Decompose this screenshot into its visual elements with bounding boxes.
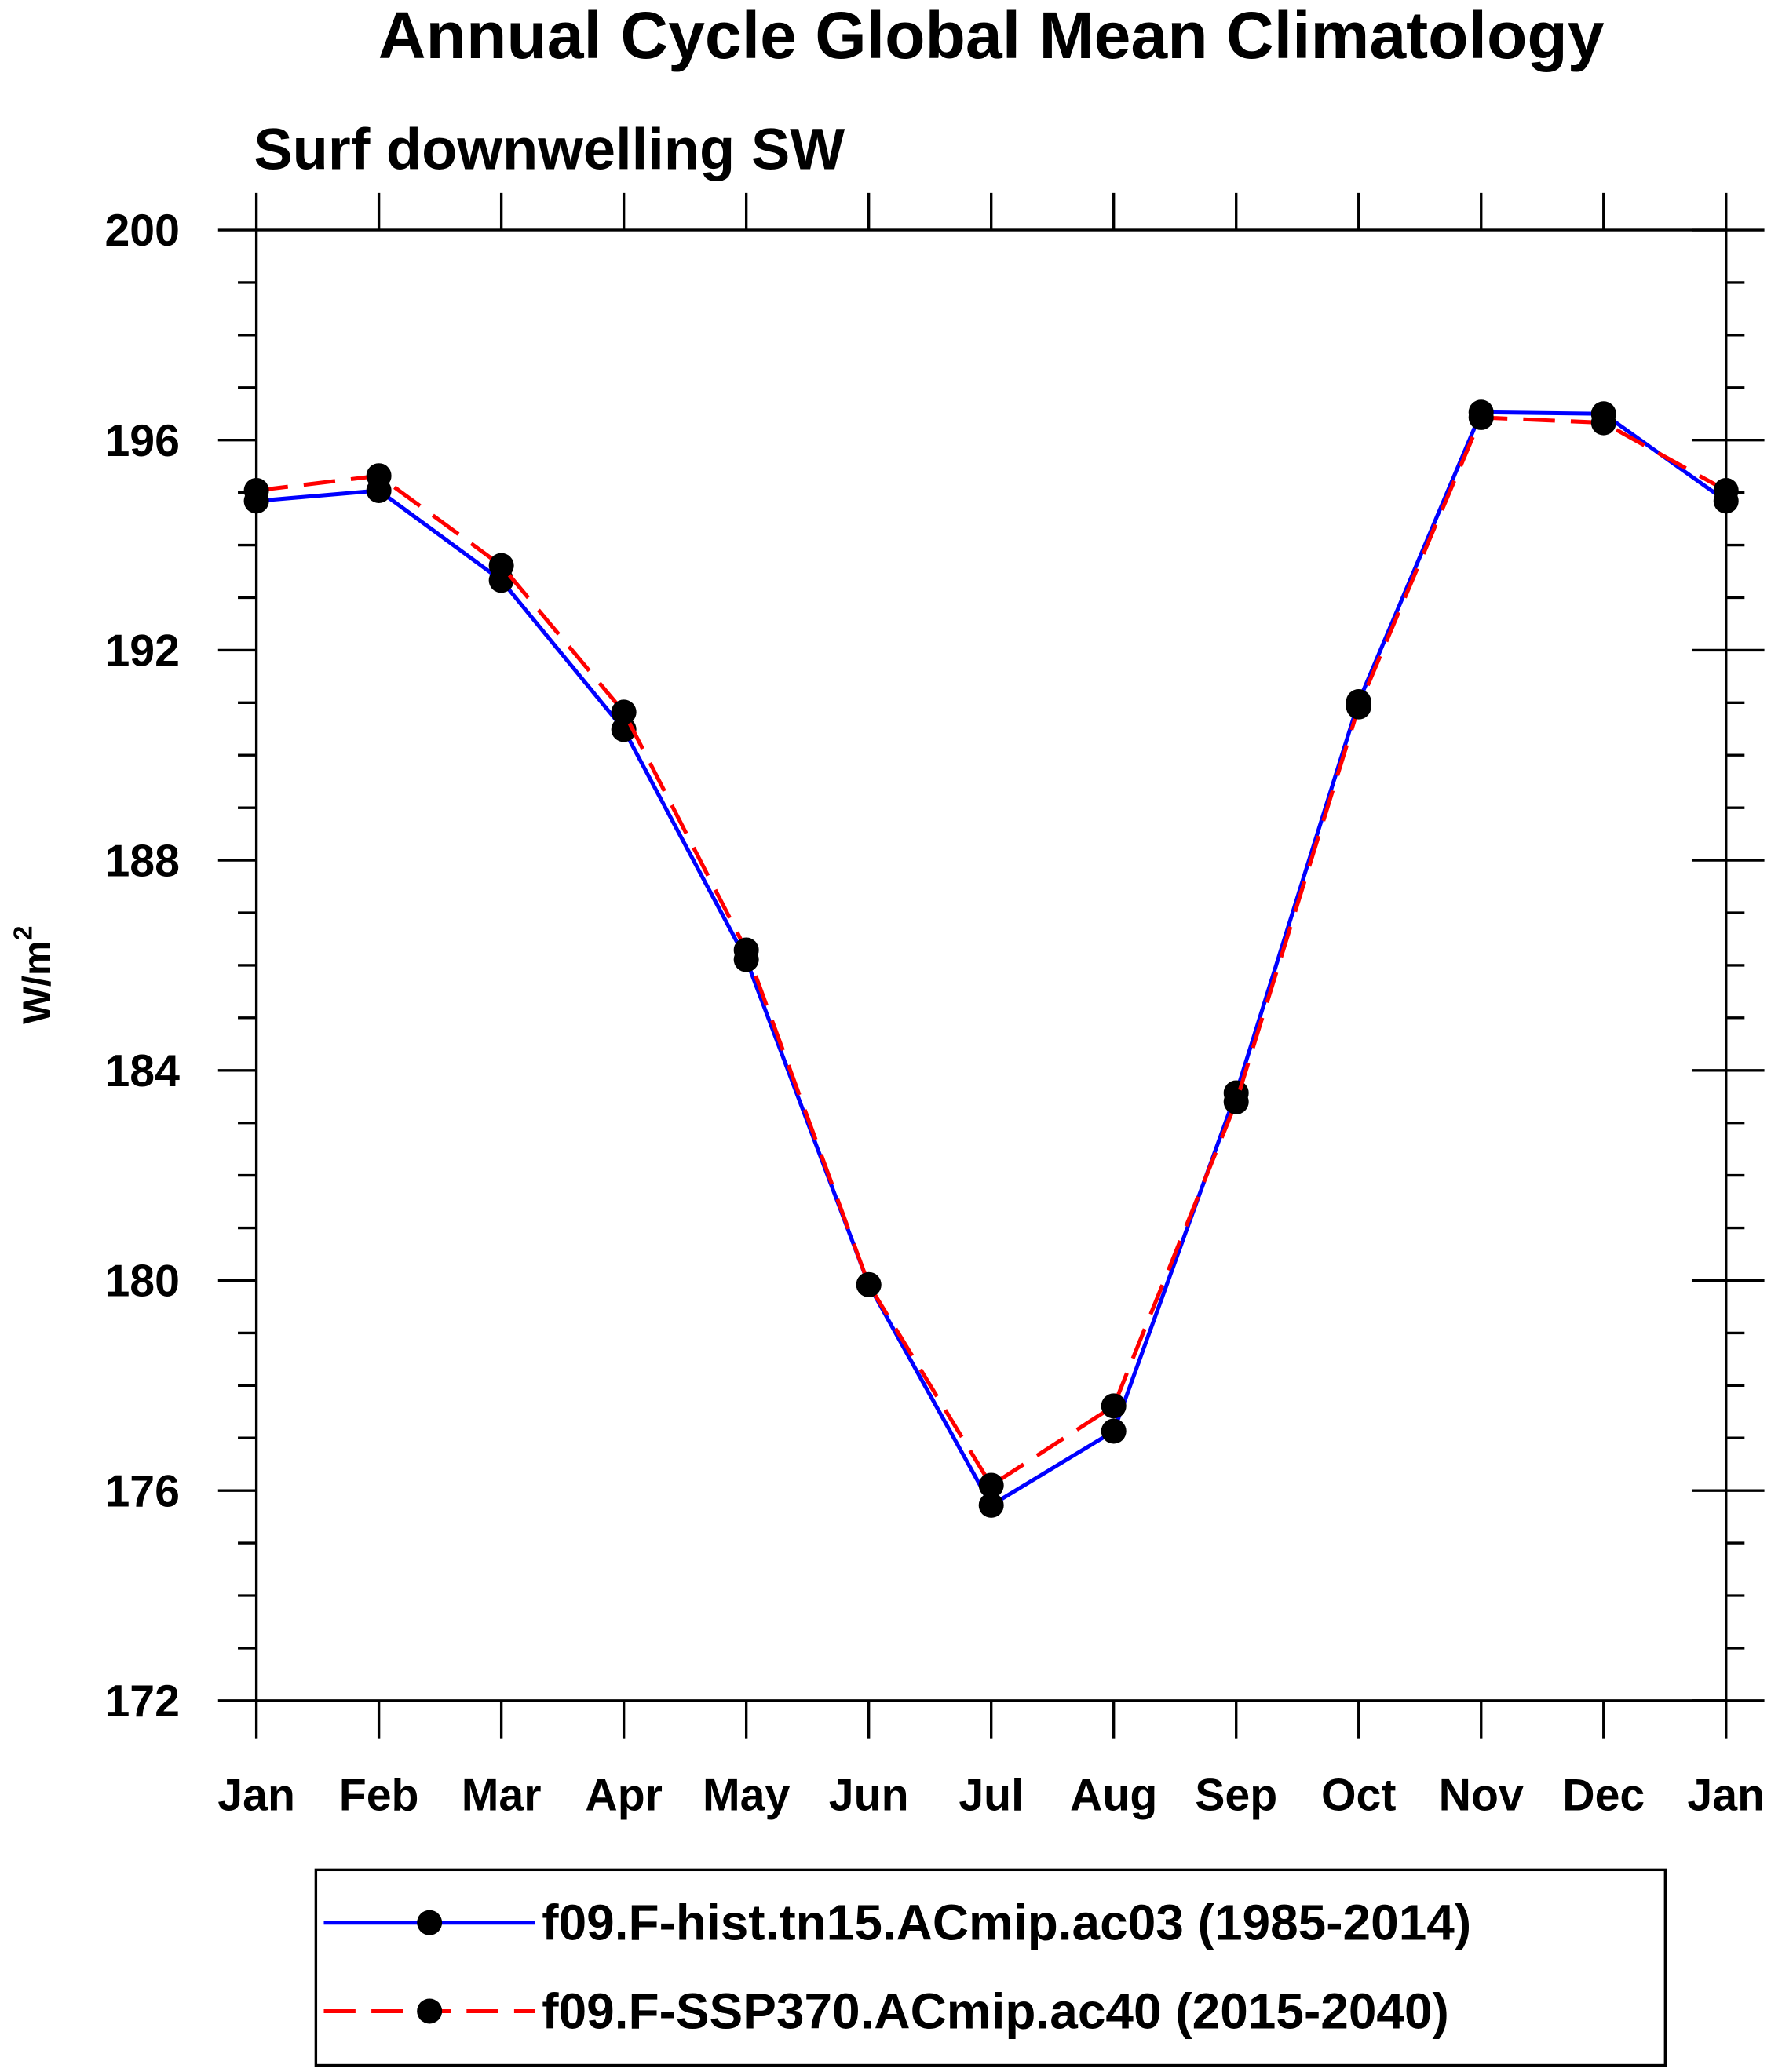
series-1 (243, 399, 1739, 1518)
data-point (1101, 1393, 1127, 1419)
axes: 172 176 180 184 188 192 196 200 Jan Feb Mar Apr May J… (104, 192, 1765, 1821)
data-point (733, 937, 759, 963)
series-line (256, 410, 1728, 1508)
data-point (366, 463, 392, 489)
x-tick-label: Jun (829, 1771, 909, 1821)
x-tick-label: Apr (585, 1771, 663, 1821)
x-tick-label: Jan (217, 1771, 295, 1821)
data-point (1223, 1089, 1249, 1114)
data-point (856, 1271, 882, 1297)
legend-label: f09.F-SSP370.ACmip.ac40 (2015-2040) (542, 1983, 1449, 2039)
y-axis-label-superscript: 2 (9, 926, 38, 941)
y-tick-label: 192 (104, 626, 180, 677)
y-tick-label: 196 (104, 416, 180, 466)
x-tick-label: Sep (1195, 1771, 1277, 1821)
legend-marker (417, 1998, 443, 2024)
x-tick-label: Feb (339, 1771, 419, 1821)
legend-item: f09.F-hist.tn15.ACmip.ac03 (1985-2014) (323, 1895, 1471, 1951)
y-axis-label-text: W/m (14, 940, 59, 1024)
data-point (243, 477, 269, 503)
data-point (1101, 1418, 1127, 1444)
x-tick-label: Mar (462, 1771, 542, 1821)
x-tick-label: Nov (1439, 1771, 1524, 1821)
y-tick-label: 188 (104, 836, 180, 886)
legend-item: f09.F-SSP370.ACmip.ac40 (2015-2040) (323, 1983, 1449, 2039)
series-group (243, 399, 1739, 1518)
y-tick-label: 176 (104, 1466, 180, 1516)
y-tick-label: 180 (104, 1257, 180, 1307)
data-point (1346, 694, 1371, 720)
y-tick-label: 200 (104, 206, 180, 256)
legend-box (314, 1868, 1667, 2067)
data-point (488, 553, 514, 578)
data-point (611, 699, 637, 725)
legend-label: f09.F-hist.tn15.ACmip.ac03 (1985-2014) (542, 1895, 1471, 1951)
series-line (256, 415, 1727, 1488)
x-tick-label: Aug (1070, 1771, 1157, 1821)
series-2 (243, 404, 1739, 1498)
y-tick-label: 184 (104, 1046, 180, 1096)
x-tick-label: Jul (959, 1771, 1024, 1821)
data-point (978, 1472, 1004, 1498)
x-tick-label: Dec (1562, 1771, 1645, 1821)
data-point (1590, 410, 1616, 436)
y-axis-label: W/m2 (9, 926, 59, 1024)
legend-marker (417, 1910, 443, 1935)
x-tick-label: Jan (1687, 1771, 1765, 1821)
legend: f09.F-hist.tn15.ACmip.ac03 (1985-2014) f0… (314, 1868, 1667, 2067)
data-point (1713, 477, 1739, 503)
data-point (978, 1492, 1004, 1518)
x-tick-label: May (703, 1771, 791, 1821)
x-tick-label: Oct (1321, 1771, 1396, 1821)
data-point (1468, 404, 1494, 430)
chart-subtitle: Surf downwelling SW (254, 117, 845, 182)
chart-title: Annual Cycle Global Mean Climatology (378, 0, 1605, 72)
y-tick-label: 172 (104, 1676, 180, 1727)
legend-items: f09.F-hist.tn15.ACmip.ac03 (1985-2014) f0… (323, 1895, 1471, 2039)
